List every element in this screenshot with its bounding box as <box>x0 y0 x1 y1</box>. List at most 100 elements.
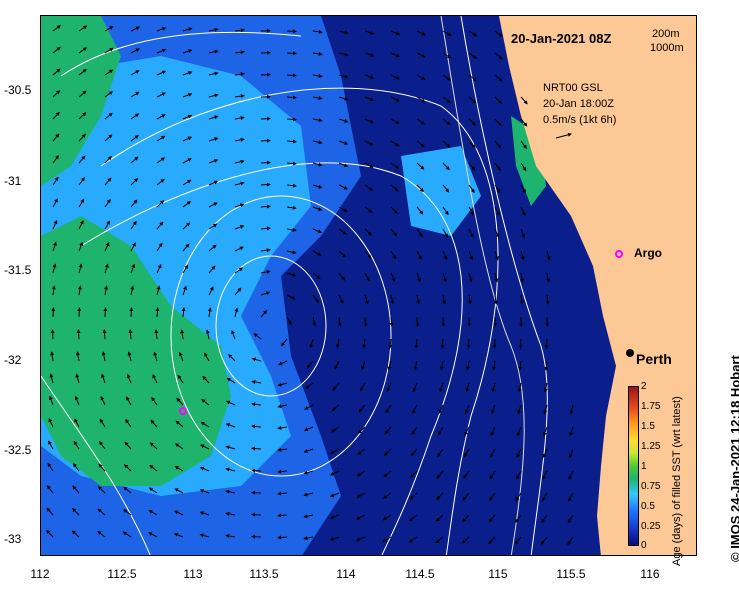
current-vector <box>199 489 210 494</box>
current-vector <box>303 470 314 475</box>
current-vector <box>516 448 522 458</box>
current-vector <box>332 382 340 391</box>
current-vector <box>363 316 368 327</box>
current-vector <box>464 426 470 436</box>
current-vector <box>182 179 192 186</box>
current-vector <box>567 514 574 524</box>
x-tick-label: 113.5 <box>249 567 279 581</box>
colorbar-title: Age (days) of filled SST (wrt latest) <box>671 396 683 566</box>
current-vector <box>364 140 374 146</box>
current-vector <box>103 307 108 318</box>
current-vector <box>517 382 522 393</box>
current-vector <box>52 133 60 142</box>
current-vector <box>442 162 450 171</box>
current-vector <box>156 26 167 32</box>
current-vector <box>442 140 451 148</box>
current-vector <box>312 118 323 123</box>
current-vector <box>72 485 80 494</box>
current-vector <box>390 272 396 283</box>
current-vector <box>516 426 522 437</box>
current-vector <box>52 198 58 208</box>
current-vector <box>104 263 109 274</box>
current-vector <box>303 492 314 497</box>
current-vector <box>234 203 245 208</box>
current-vector <box>361 360 366 371</box>
current-vector <box>78 133 86 142</box>
current-vector <box>156 135 166 142</box>
current-vector <box>104 69 114 76</box>
current-vector <box>251 446 262 451</box>
current-vector <box>338 52 349 57</box>
current-vector <box>286 139 297 144</box>
current-vector <box>338 30 349 35</box>
current-vector <box>130 285 135 296</box>
current-vector <box>228 353 236 362</box>
current-vector <box>286 272 297 277</box>
current-vector <box>331 404 340 412</box>
x-tick-label: 113 <box>183 567 203 581</box>
current-vector <box>174 465 184 472</box>
sst-green-south <box>41 216 231 486</box>
current-vector <box>151 396 158 406</box>
current-vector <box>364 74 375 79</box>
current-vector <box>123 464 132 472</box>
current-vector <box>364 294 369 305</box>
current-vector <box>390 30 401 36</box>
current-vector <box>435 536 444 544</box>
current-vector <box>338 118 349 123</box>
land-australia <box>499 16 696 555</box>
colorbar-tick: 0.25 <box>641 521 661 532</box>
sst-map[interactable] <box>40 15 697 556</box>
current-vector <box>75 373 80 384</box>
current-vector <box>492 338 497 349</box>
argo-marker-coast[interactable] <box>615 250 623 258</box>
current-vector <box>286 117 297 122</box>
current-vector <box>52 68 61 76</box>
ssh-contour-1 <box>215 255 327 397</box>
current-vector <box>182 71 193 76</box>
current-vector <box>251 380 262 384</box>
current-vector <box>542 448 548 459</box>
current-vector <box>208 244 217 252</box>
current-vector <box>104 47 114 54</box>
current-vector <box>104 91 114 98</box>
reference-arrow <box>555 132 572 139</box>
current-vector <box>520 118 528 127</box>
current-vector <box>253 333 262 340</box>
x-tick-label: 115 <box>488 567 508 581</box>
colorbar-tick: 1 <box>641 461 647 472</box>
current-vector <box>182 264 189 274</box>
current-vector <box>520 206 526 217</box>
current-vector <box>200 421 210 428</box>
current-vector <box>286 294 296 300</box>
current-vector <box>76 329 81 340</box>
current-vector <box>408 536 418 543</box>
current-vector <box>71 530 80 538</box>
current-vector <box>173 532 184 538</box>
current-vector <box>154 329 159 340</box>
current-vector <box>150 419 158 428</box>
current-vector <box>50 329 55 340</box>
current-vector <box>468 162 476 171</box>
current-vector <box>182 49 193 54</box>
perth-marker[interactable] <box>626 349 634 357</box>
current-vector <box>490 448 496 458</box>
ssh-contour-5 <box>60 31 302 77</box>
argo-marker-offshore[interactable] <box>179 407 187 415</box>
current-vector <box>260 248 271 253</box>
current-vector <box>442 118 451 126</box>
current-vector <box>101 351 106 362</box>
current-vector <box>78 176 85 186</box>
current-vector <box>199 533 210 538</box>
x-tick-label: 112 <box>30 567 50 581</box>
current-vector <box>416 74 426 80</box>
current-vector <box>182 285 187 296</box>
current-vector <box>494 30 503 38</box>
current-vector <box>468 52 478 59</box>
current-vector <box>385 404 392 414</box>
current-vector <box>277 535 288 540</box>
current-vector <box>437 448 444 458</box>
current-vector <box>182 201 192 208</box>
current-vector <box>52 241 57 252</box>
current-vector <box>176 397 184 406</box>
